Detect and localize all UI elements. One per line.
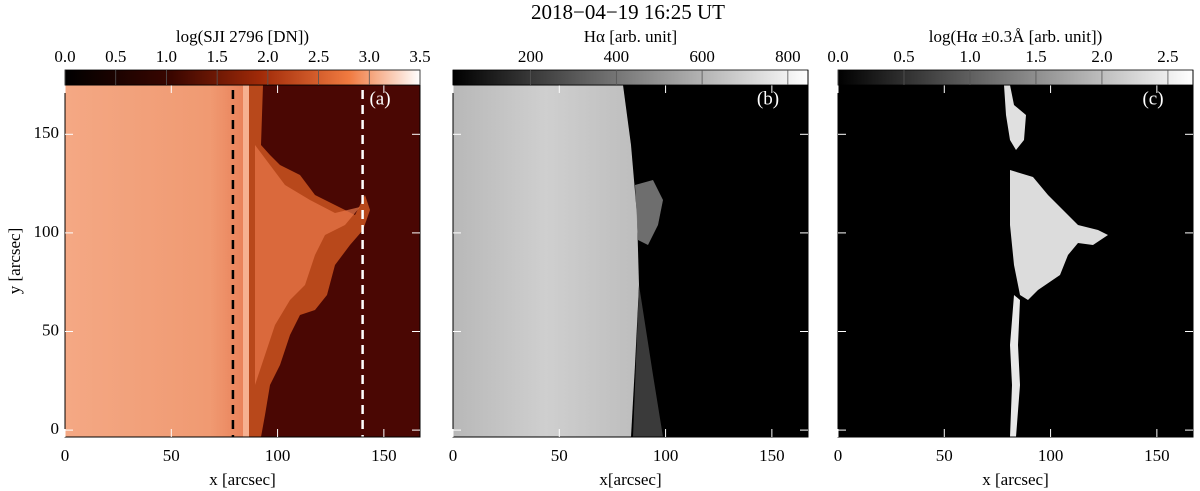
x-tick-label: 100 bbox=[1038, 446, 1064, 465]
x-tick-label: 100 bbox=[653, 446, 679, 465]
panel-label: (b) bbox=[757, 88, 779, 109]
ghost bbox=[633, 285, 663, 437]
x-tick-label: 150 bbox=[759, 446, 785, 465]
x-tick-label: 150 bbox=[1144, 446, 1170, 465]
panel: (b) 0 50 100 150 x[arcsec] 200 400 600 800 Hα [arb… bbox=[449, 27, 809, 489]
colorbar bbox=[452, 69, 809, 86]
image bbox=[65, 85, 420, 437]
x-tick-label: 0 bbox=[449, 446, 458, 465]
feature-top bbox=[1004, 85, 1026, 150]
colorbar-tick-label: 0.5 bbox=[105, 47, 126, 66]
prominence bbox=[255, 145, 360, 385]
colorbar-tick-label: 1.0 bbox=[156, 47, 177, 66]
feature-thread bbox=[1010, 295, 1020, 437]
x-tick-label: 0 bbox=[61, 446, 70, 465]
colorbar-tick-label: 0.0 bbox=[54, 47, 75, 66]
x-axis-label: x [arcsec] bbox=[982, 470, 1049, 489]
feature-blob bbox=[1010, 170, 1108, 300]
colorbar-tick-label: 3.5 bbox=[409, 47, 430, 66]
panel: (c) 0 50 100 150 x [arcsec] 0.0 0.5 1.0 1.5 2.0 2.5… bbox=[827, 27, 1194, 489]
y-tick-label: 0 bbox=[51, 419, 60, 438]
x-axis-label: x [arcsec] bbox=[209, 470, 276, 489]
panel-label: (c) bbox=[1142, 88, 1163, 109]
prominence bbox=[635, 180, 663, 245]
colorbar-tick-label: 2.5 bbox=[308, 47, 329, 66]
colorbar-tick-label: 0.0 bbox=[827, 47, 848, 66]
x-tick-label: 50 bbox=[551, 446, 568, 465]
y-tick-label: 50 bbox=[42, 320, 59, 339]
colorbar-tick-label: 1.0 bbox=[959, 47, 980, 66]
colorbar-tick-label: 800 bbox=[775, 47, 801, 66]
colorbar-tick-label: 600 bbox=[689, 47, 715, 66]
x-tick-label: 100 bbox=[265, 446, 291, 465]
x-tick-label: 0 bbox=[834, 446, 843, 465]
x-axis-label: x[arcsec] bbox=[599, 470, 661, 489]
panel: (a) 0 50 100 150 0 50 100 150 x [arcsec] y [arcsec… bbox=[5, 27, 431, 489]
x-tick-label: 150 bbox=[371, 446, 397, 465]
y-tick-label: 100 bbox=[34, 222, 60, 241]
colorbar bbox=[64, 69, 421, 86]
colorbar-tick-label: 2.5 bbox=[1157, 47, 1178, 66]
x-tick-label: 50 bbox=[936, 446, 953, 465]
image bbox=[453, 85, 808, 437]
disk bbox=[453, 85, 639, 437]
colorbar-tick-label: 1.5 bbox=[207, 47, 228, 66]
limb bbox=[243, 85, 249, 437]
disk bbox=[65, 85, 246, 437]
x-tick-label: 50 bbox=[163, 446, 180, 465]
colorbar-tick-label: 3.0 bbox=[359, 47, 380, 66]
panel-label: (a) bbox=[369, 88, 390, 109]
colorbar-tick-label: 2.0 bbox=[1091, 47, 1112, 66]
colorbar-tick-label: 2.0 bbox=[257, 47, 278, 66]
y-axis-label: y [arcsec] bbox=[5, 228, 24, 295]
colorbar bbox=[837, 69, 1194, 86]
colorbar-tick-label: 400 bbox=[604, 47, 630, 66]
y-tick-label: 150 bbox=[34, 123, 60, 142]
image bbox=[838, 85, 1193, 437]
colorbar-tick-label: 0.5 bbox=[893, 47, 914, 66]
colorbar-label: log(Hα ±0.3Å [arb. unit]) bbox=[929, 27, 1103, 46]
figure-title: 2018−04−19 16:25 UT bbox=[531, 0, 725, 24]
colorbar-tick-label: 1.5 bbox=[1025, 47, 1046, 66]
colorbar-tick-label: 200 bbox=[518, 47, 544, 66]
colorbar-label: Hα [arb. unit] bbox=[584, 27, 677, 46]
colorbar-label: log(SJI 2796 [DN]) bbox=[176, 27, 309, 46]
